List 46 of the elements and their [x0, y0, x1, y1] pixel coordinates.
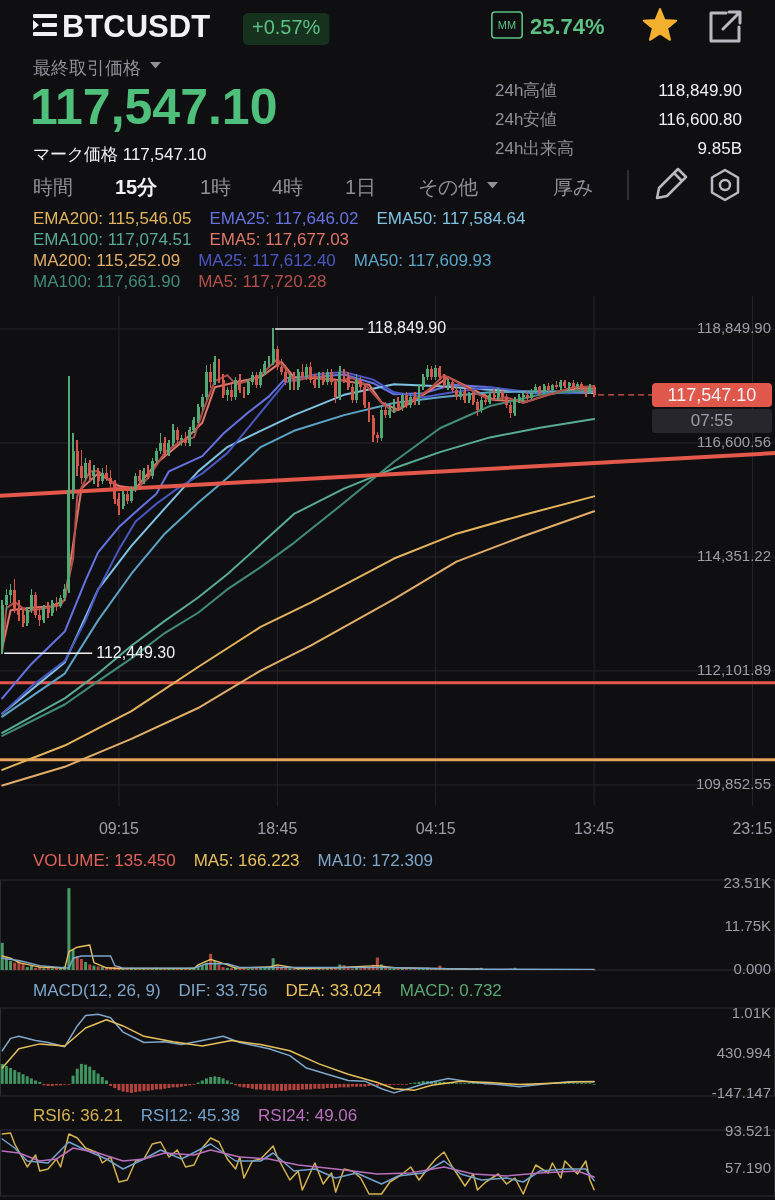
- legend: MACD(12, 26, 9) DIF: 33.756 DEA: 33.024 MACD: 0.732: [33, 981, 502, 1000]
- marker-note: 118,849.90: [274, 319, 447, 337]
- text: 25.74%: [530, 14, 605, 39]
- text: 24h安値: [495, 110, 558, 129]
- legend: EMA200: 115,546.05 EMA25: 117,646.02 EMA50: 117,584.64 EMA100: 117,074.51 EMA5: 117,677.03 MA200: 115,252.09 MA25: 117,612.40 MA50: 117,609.93 MA100: 117,661.90 MA5: 117,720.28: [33, 209, 526, 291]
- text: +0.57%: [252, 16, 321, 38]
- annotation: 118,849.90: [367, 319, 447, 337]
- text: 116,600.80: [658, 110, 742, 129]
- y-tick-label: 114,351.22: [697, 546, 771, 564]
- ref-line-label: 117,547.10: [667, 384, 757, 405]
- y-tick-label: 1.01K: [731, 1004, 771, 1022]
- x-tick-label: 13:45: [574, 820, 615, 837]
- text: MM: [497, 19, 517, 31]
- text: 9.85B: [697, 139, 742, 158]
- text: 118,849.90: [658, 81, 742, 100]
- legend: RSI6: 36.21 RSI12: 45.38 RSI24: 49.06: [33, 1106, 358, 1125]
- text: 4時: [272, 176, 304, 198]
- y-tick-label: 93.521: [725, 1122, 771, 1140]
- legend: VOLUME: 135.450 MA5: 166.223 MA10: 172.309: [33, 851, 433, 870]
- y-tick-label: 109,852.55: [695, 774, 771, 792]
- text: 最終取引価格: [33, 58, 141, 78]
- x-tick-label: 18:45: [257, 820, 298, 837]
- text: その他: [418, 176, 478, 198]
- text: BTCUSDT: [62, 9, 211, 44]
- text: 24h出来高: [495, 139, 575, 158]
- y-tick-label: 430.994: [716, 1044, 771, 1062]
- annotation: 07:55: [690, 411, 734, 431]
- y-tick-label: 23.51K: [723, 873, 771, 891]
- text: マーク価格 117,547.10: [33, 145, 207, 164]
- y-tick-label: 116,600.56: [697, 432, 771, 450]
- text: 15分: [115, 176, 159, 198]
- text: 厚み: [553, 176, 593, 198]
- y-tick-label: 118,849.90: [697, 318, 771, 336]
- text: 24h高値: [495, 81, 558, 100]
- y-tick-label: 0.000: [733, 959, 771, 977]
- text: 1日: [345, 176, 377, 198]
- text: 117,547.10: [30, 79, 278, 135]
- y-tick-label: 11.75K: [724, 916, 771, 934]
- x-tick-label: 04:15: [415, 820, 456, 837]
- y-tick-label: 57.190: [725, 1158, 771, 1176]
- x-tick-label: 23:15: [732, 820, 773, 837]
- text: 1時: [200, 176, 232, 198]
- text: 時間: [33, 176, 73, 198]
- y-tick-label: 112,101.89: [697, 660, 771, 678]
- x-tick-label: 09:15: [98, 820, 140, 837]
- y-tick-label: -147.147: [711, 1084, 771, 1102]
